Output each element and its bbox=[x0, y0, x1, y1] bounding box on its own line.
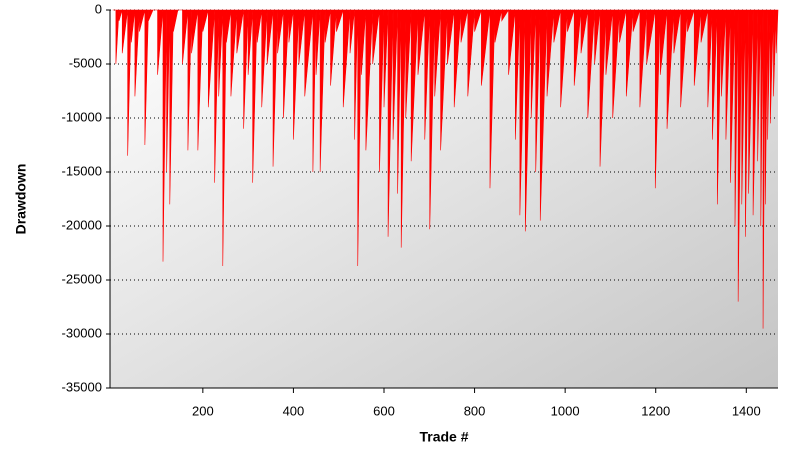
y-tick-label: 0 bbox=[95, 1, 102, 16]
x-axis-title: Trade # bbox=[419, 429, 468, 445]
y-tick-label: -15000 bbox=[62, 163, 102, 178]
drawdown-area bbox=[112, 8, 779, 329]
y-tick-label: -35000 bbox=[62, 379, 102, 394]
y-tick-label: -30000 bbox=[62, 325, 102, 340]
y-axis-title: Drawdown bbox=[13, 164, 29, 235]
y-tick-label: -20000 bbox=[62, 217, 102, 232]
x-tick-label: 600 bbox=[373, 403, 395, 418]
x-tick-label: 800 bbox=[464, 403, 486, 418]
x-tick-label: 1200 bbox=[641, 403, 670, 418]
x-tick-label: 1000 bbox=[551, 403, 580, 418]
x-tick-label: 1400 bbox=[732, 403, 761, 418]
y-tick-label: -5000 bbox=[69, 55, 102, 70]
y-tick-label: -10000 bbox=[62, 109, 102, 124]
x-tick-label: 400 bbox=[283, 403, 305, 418]
x-tick-label: 200 bbox=[192, 403, 214, 418]
y-tick-label: -25000 bbox=[62, 271, 102, 286]
